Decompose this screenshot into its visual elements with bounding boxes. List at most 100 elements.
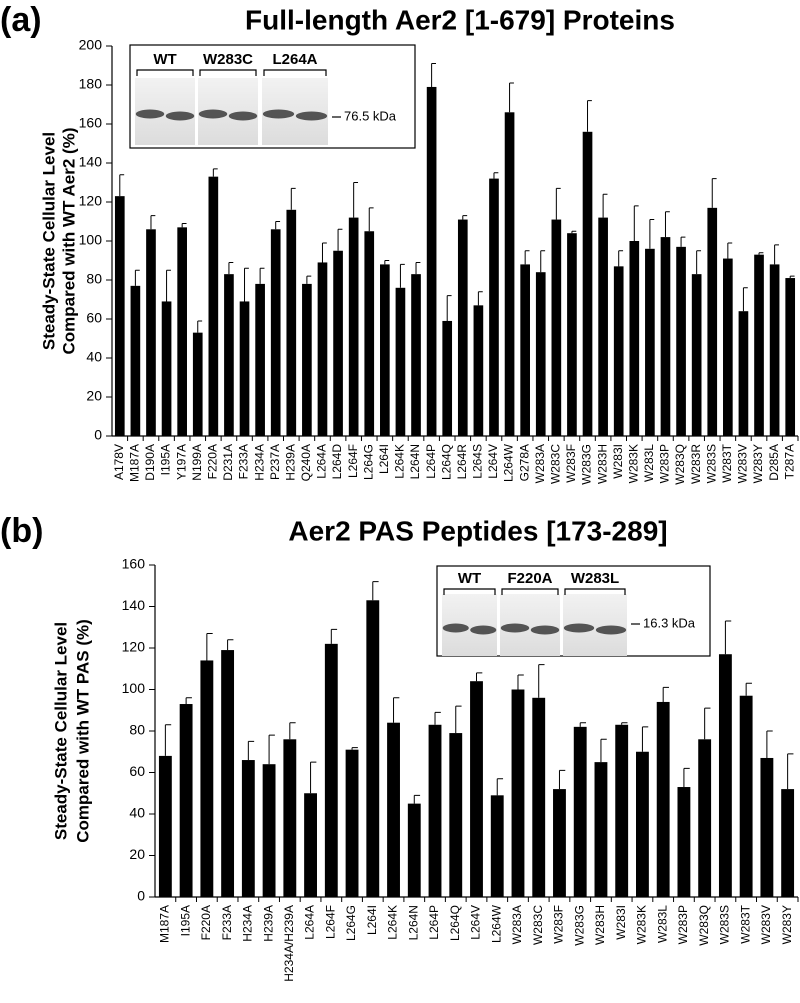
error-bar <box>393 697 400 723</box>
x-tick-label: W283Q <box>673 444 687 485</box>
lane-label: L264A <box>272 51 317 68</box>
y-tick-label: 160 <box>122 556 146 572</box>
bar <box>553 789 566 897</box>
y-axis-label: Steady-State Cellular Level <box>51 622 70 840</box>
error-bar <box>275 221 281 230</box>
bar <box>470 681 483 897</box>
error-bar <box>641 726 649 752</box>
bar <box>489 178 499 436</box>
error-bar <box>602 193 608 218</box>
blot-band <box>262 109 295 119</box>
bar <box>473 305 484 436</box>
bar <box>535 272 546 436</box>
x-tick-label: L264F <box>346 444 360 478</box>
x-tick-label: F220A <box>206 444 220 479</box>
error-bar <box>185 697 192 705</box>
bar <box>114 196 125 436</box>
bar <box>551 219 562 436</box>
x-tick-label: W283S <box>704 444 718 483</box>
x-tick-label: L264I <box>377 444 391 474</box>
bar <box>490 795 504 897</box>
lane-label: F220A <box>507 570 552 587</box>
marker-label: 16.3 kDa <box>643 615 696 630</box>
x-tick-label: W283K <box>626 444 640 483</box>
bar <box>739 695 753 897</box>
error-bar <box>268 734 275 765</box>
error-bar <box>477 291 483 306</box>
x-tick-label: I195A <box>178 905 192 936</box>
blot-band <box>295 111 328 121</box>
error-bar <box>787 753 794 790</box>
x-tick-label: A178V <box>112 444 126 480</box>
error-bar <box>181 222 187 228</box>
error-bar <box>228 261 234 275</box>
error-bar <box>197 320 203 333</box>
x-tick-label: L264P <box>427 905 441 940</box>
y-tick-label: 60 <box>129 763 145 779</box>
bar <box>760 757 774 897</box>
error-bar <box>558 769 566 790</box>
error-bar <box>399 263 405 288</box>
error-bar <box>509 82 514 113</box>
x-tick-label: L264W <box>489 904 503 943</box>
x-tick-label: L264S <box>471 444 485 479</box>
error-bar <box>353 182 359 218</box>
bar <box>387 722 400 897</box>
bar <box>158 755 172 897</box>
y-tick-label: 100 <box>122 680 146 696</box>
bar <box>380 264 390 436</box>
error-bar <box>119 174 125 197</box>
error-bar <box>455 705 462 734</box>
x-tick-label: W283G <box>572 905 586 946</box>
x-tick-label: D231A <box>221 444 235 481</box>
error-bar <box>368 207 374 232</box>
bar <box>613 266 624 436</box>
bar <box>270 229 281 436</box>
x-tick-label: W283H <box>595 444 609 484</box>
bar <box>615 724 629 897</box>
bar <box>707 207 718 436</box>
lane-bracket <box>199 69 257 76</box>
error-bar <box>696 250 702 275</box>
error-bar <box>600 738 607 763</box>
x-tick-label: F220A <box>199 905 213 940</box>
x-tick-label: W283Y <box>751 444 765 483</box>
x-tick-label: W283F <box>564 444 578 483</box>
blot-band <box>135 109 165 119</box>
bar <box>317 262 328 436</box>
x-tick-label: W283A <box>510 905 524 944</box>
error-bar <box>259 267 265 284</box>
bar <box>629 241 640 436</box>
error-bar <box>227 639 234 651</box>
blot-band <box>198 109 228 119</box>
error-bar <box>431 63 436 87</box>
bar <box>457 219 468 436</box>
bar <box>208 176 219 436</box>
x-tick-label: W283I <box>614 905 628 940</box>
x-tick-label: W283R <box>689 444 703 484</box>
error-bar <box>212 168 218 177</box>
x-tick-label: W283P <box>676 905 690 944</box>
chart-title: Full-length Aer2 [1-679] Proteins <box>245 4 675 35</box>
error-bar <box>555 187 561 220</box>
error-bar <box>462 215 468 220</box>
bar <box>676 246 686 436</box>
x-tick-label: W283T <box>738 904 752 943</box>
bar <box>426 86 437 436</box>
x-tick-label: H239A <box>283 444 297 481</box>
error-bar <box>372 581 379 601</box>
error-bar <box>524 250 530 265</box>
error-bar <box>727 242 733 259</box>
x-tick-label: W283F <box>552 905 566 944</box>
blot-band <box>563 623 595 633</box>
x-tick-label: L264Q <box>448 905 462 941</box>
x-tick-label: L264K <box>393 444 407 479</box>
x-tick-label: W283C <box>549 444 563 484</box>
x-tick-label: W283C <box>531 905 545 945</box>
panel-label: (b) <box>0 512 43 550</box>
error-bar <box>134 269 140 286</box>
bar <box>179 704 193 897</box>
error-bar <box>166 269 171 302</box>
y-tick-label: 40 <box>129 805 145 821</box>
